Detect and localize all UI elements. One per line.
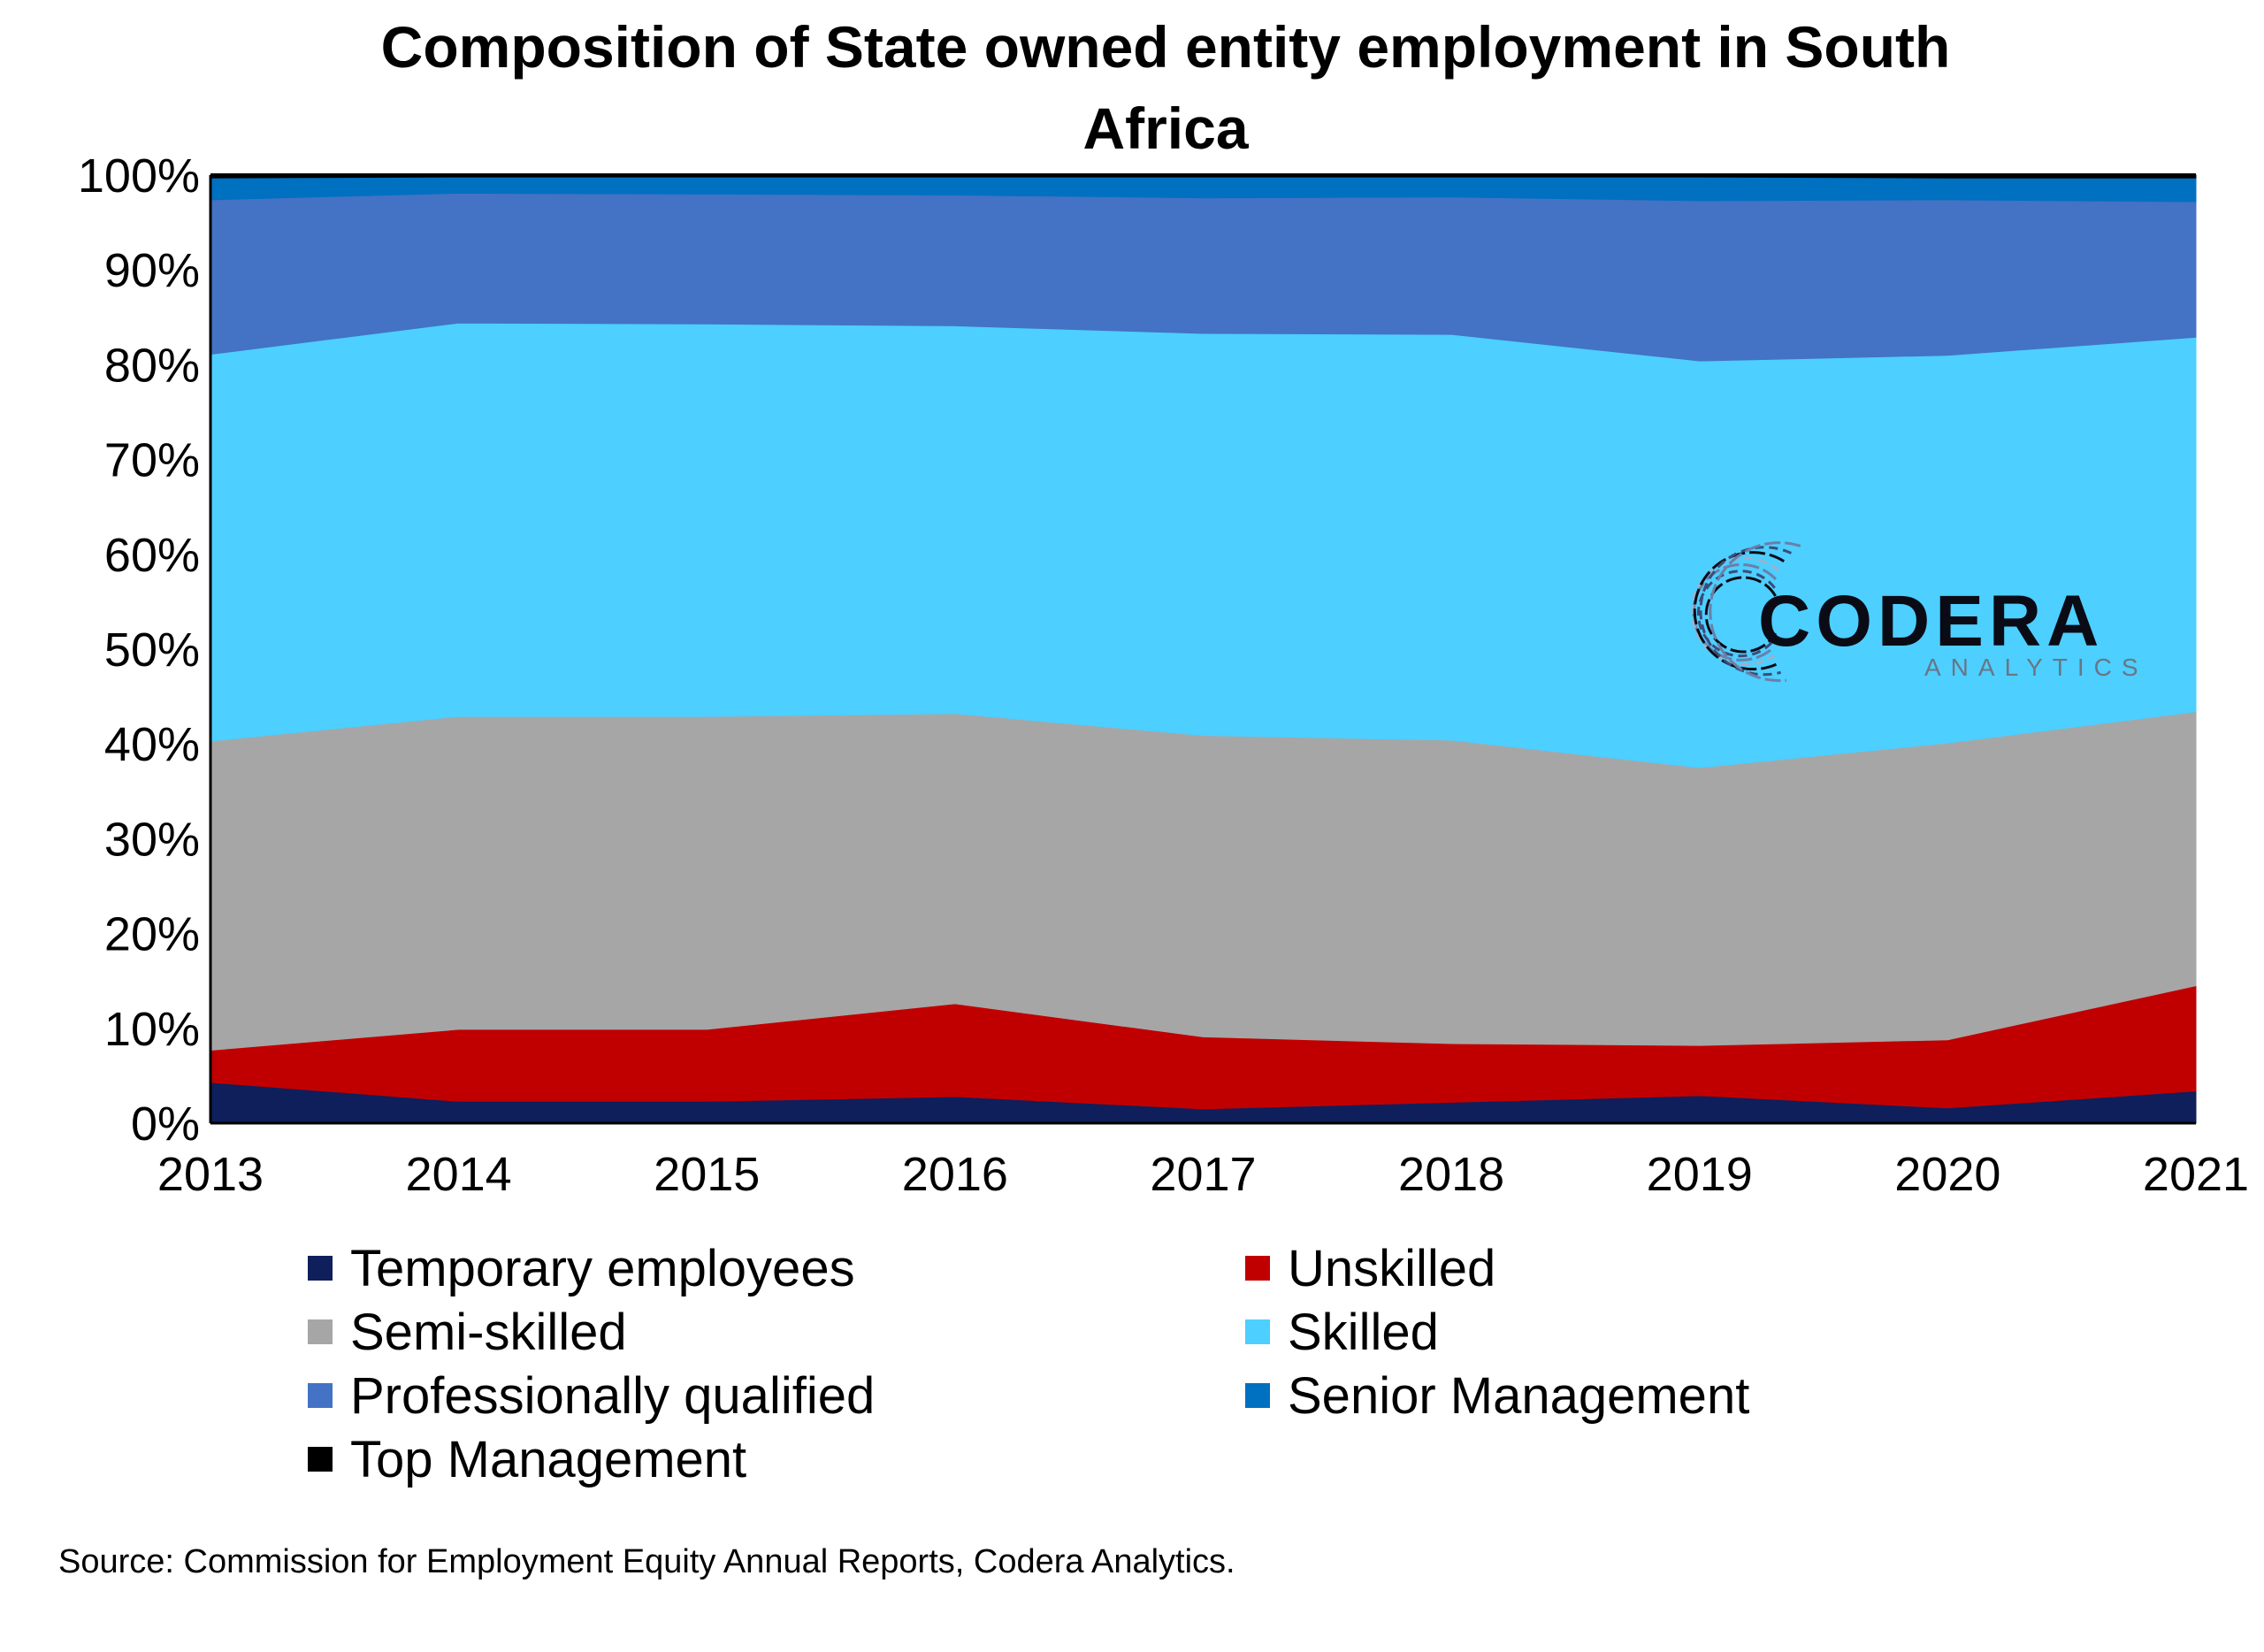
logo-ring-arc	[1704, 576, 1777, 654]
area-series-2	[210, 711, 2197, 1052]
logo-ring-arc	[1696, 570, 1776, 658]
axes	[209, 173, 2196, 1125]
chart-title-line-2: Africa	[1082, 96, 1249, 161]
x-tick-label: 2020	[1894, 1148, 2000, 1201]
codera-logo: CODERA ANALYTICS	[1691, 541, 2148, 683]
legend-swatch	[1245, 1256, 1270, 1281]
x-tick-label: 2019	[1647, 1148, 1753, 1201]
y-tick-label: 50%	[104, 623, 200, 677]
y-tick-label: 30%	[104, 813, 200, 866]
logo-tagline: ANALYTICS	[1924, 654, 2148, 681]
legend-label: Unskilled	[1288, 1240, 1495, 1297]
legend-swatch	[308, 1447, 333, 1472]
x-tick-label: 2016	[902, 1148, 1008, 1201]
legend-label: Senior Management	[1288, 1367, 1749, 1425]
source-note: Source: Commission for Employment Equity…	[58, 1543, 1235, 1580]
chart-title-line-1: Composition of State owned entity employ…	[381, 14, 1951, 80]
y-tick-label: 70%	[104, 434, 200, 487]
legend-swatch	[308, 1319, 333, 1344]
x-tick-label: 2018	[1398, 1148, 1504, 1201]
legend-label: Semi-skilled	[350, 1304, 627, 1361]
x-tick-label: 2013	[157, 1148, 264, 1201]
x-tick-label: 2021	[2143, 1148, 2249, 1201]
y-tick-label: 0%	[131, 1098, 200, 1151]
y-tick-label: 100%	[78, 149, 200, 203]
y-tick-label: 90%	[104, 244, 200, 297]
x-tick-label: 2015	[654, 1148, 760, 1201]
legend-label: Skilled	[1288, 1304, 1439, 1361]
logo-ring-arc	[1709, 541, 1801, 683]
legend-swatch	[1245, 1319, 1270, 1344]
legend-swatch	[308, 1256, 333, 1281]
x-tick-label: 2017	[1150, 1148, 1256, 1201]
y-tick-label: 60%	[104, 529, 200, 582]
logo-ring-arc	[1691, 556, 1780, 666]
logo-name: CODERA	[1758, 581, 2104, 662]
legend-swatch	[1245, 1383, 1270, 1408]
legend-swatch	[308, 1383, 333, 1408]
x-axis-ticks: 2013 2014 2015 2016 2017 2018 2019 2020 2021	[157, 1148, 2249, 1201]
circuit-ring-icon	[1691, 541, 1801, 683]
y-tick-label: 80%	[104, 339, 200, 392]
legend-label: Temporary employees	[350, 1240, 855, 1297]
area-series-3	[210, 322, 2197, 769]
y-tick-label: 40%	[104, 718, 200, 771]
y-tick-label: 20%	[104, 908, 200, 961]
legend: Temporary employees Unskilled Semi-skilled…	[308, 1240, 1749, 1488]
plot-area	[210, 174, 2197, 1124]
y-axis-ticks: 0% 10% 20% 30% 40% 50% 60% 70% 80% 90% 100%	[78, 149, 200, 1151]
x-tick-label: 2014	[406, 1148, 512, 1201]
y-tick-label: 10%	[104, 1003, 200, 1056]
legend-label: Top Management	[350, 1431, 746, 1488]
legend-label: Professionally qualified	[350, 1367, 875, 1425]
